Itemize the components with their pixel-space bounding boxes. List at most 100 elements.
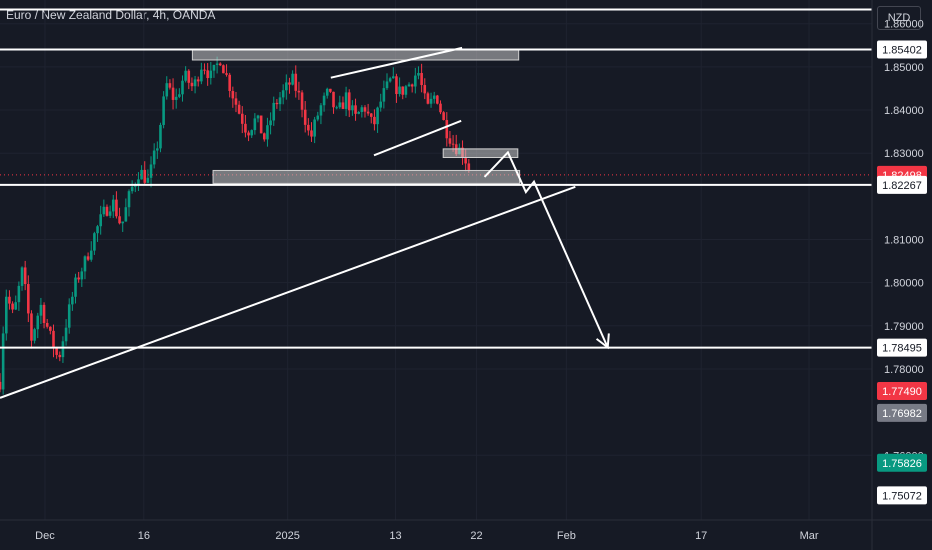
- candle-body: [61, 341, 65, 358]
- candle-body: [313, 119, 316, 137]
- candle-body: [149, 164, 153, 178]
- price-tag-bg: [877, 175, 927, 194]
- candle-body: [17, 285, 21, 303]
- candle-body: [36, 315, 40, 330]
- price-tag-label: 1.78495: [882, 343, 922, 355]
- candle-body: [407, 84, 411, 87]
- y-tick-label: 1.80000: [884, 278, 924, 290]
- zone-box: [212, 169, 521, 184]
- candle-body: [231, 90, 235, 99]
- candle-body: [391, 76, 395, 79]
- x-tick-label: Mar: [800, 530, 819, 542]
- x-tick-label: 13: [389, 530, 401, 542]
- candle-body: [80, 271, 84, 280]
- candle-body: [319, 105, 323, 116]
- x-tick-label: 2025: [275, 530, 299, 542]
- candle-body: [373, 116, 376, 125]
- candle-body: [55, 348, 58, 355]
- candle-body: [215, 63, 219, 65]
- price-tag-label: 1.76982: [882, 408, 922, 420]
- y-tick-label: 1.81000: [884, 235, 924, 247]
- candle-body: [259, 115, 263, 134]
- candle-body: [193, 79, 197, 87]
- candle-body: [395, 76, 398, 94]
- chart-grid: [0, 0, 872, 520]
- y-tick-label: 1.86000: [884, 19, 924, 31]
- candle-body: [200, 69, 203, 82]
- candle-body: [335, 107, 338, 109]
- candle-body: [137, 179, 140, 185]
- price-tag-bg: [877, 338, 927, 357]
- price-tag-bg: [877, 403, 927, 422]
- candle-body: [39, 304, 43, 316]
- price-tag-label: 1.85402: [882, 45, 922, 57]
- candle-body: [67, 304, 71, 328]
- candle-body: [111, 199, 115, 212]
- candle-body: [322, 95, 326, 106]
- candle-body: [203, 69, 206, 71]
- trendline: [373, 119, 462, 157]
- candle-body: [118, 216, 121, 224]
- candle-body: [341, 102, 345, 109]
- candle-body: [439, 103, 442, 113]
- y-tick-label: 1.85000: [884, 62, 924, 74]
- x-tick-label: 17: [695, 530, 707, 542]
- candle-body: [93, 233, 96, 251]
- price-tag-bg: [877, 486, 927, 505]
- candle-body: [307, 124, 310, 131]
- candle-body: [1, 333, 5, 390]
- candle-body: [436, 95, 439, 104]
- candle-body: [325, 88, 329, 96]
- candle-body: [30, 313, 33, 341]
- candle-body: [385, 81, 389, 89]
- price-axis: 1.86000 1.85000 1.84000 1.83000 1.81000 1.800…: [871, 0, 924, 550]
- candle-body: [379, 101, 383, 108]
- candle-body: [74, 277, 77, 297]
- candle-body: [467, 163, 471, 170]
- price-tag-bg: [877, 381, 927, 400]
- candle-body: [4, 296, 8, 334]
- candle-body: [357, 112, 360, 114]
- candle-body: [206, 70, 209, 79]
- candle-body: [347, 92, 351, 111]
- candle-body: [228, 74, 231, 91]
- candle-body: [45, 322, 49, 327]
- projection-path: [483, 150, 609, 348]
- candle-body: [168, 83, 172, 88]
- candle-body: [143, 169, 147, 183]
- candle-body: [388, 78, 392, 82]
- price-tag-label: 1.75072: [882, 490, 922, 502]
- candle-body: [27, 284, 30, 314]
- candle-body: [247, 132, 250, 136]
- candle-body: [146, 177, 150, 183]
- candle-body: [262, 133, 266, 140]
- candle-body: [285, 82, 288, 91]
- drawings: [0, 8, 872, 399]
- candle-body: [332, 91, 335, 108]
- candle-body: [250, 130, 254, 136]
- candle-body: [140, 169, 143, 180]
- candle-body: [244, 123, 247, 133]
- chart-title: Euro / New Zealand Dollar, 4h, OANDA: [6, 8, 216, 22]
- currency-button[interactable]: NZD: [877, 6, 921, 30]
- candle-body: [222, 65, 225, 74]
- candle-body: [127, 191, 131, 208]
- candle-body: [187, 70, 191, 83]
- candle-body: [237, 104, 241, 114]
- trendline: [330, 46, 463, 79]
- x-tick-label: 22: [470, 530, 482, 542]
- y-tick-label: 1.78000: [884, 364, 924, 376]
- candle-body: [0, 381, 2, 390]
- candle-body: [14, 302, 18, 310]
- y-tick-label: 1.83000: [884, 148, 924, 160]
- candle-body: [426, 93, 430, 104]
- candle-body: [338, 102, 342, 108]
- price-tag-bg: [877, 40, 927, 59]
- candle-body: [178, 94, 181, 97]
- x-tick-label: Feb: [557, 530, 576, 542]
- candle-body: [354, 105, 357, 114]
- candle-body: [442, 112, 445, 121]
- trendline: [0, 185, 576, 399]
- candle-body: [310, 130, 313, 137]
